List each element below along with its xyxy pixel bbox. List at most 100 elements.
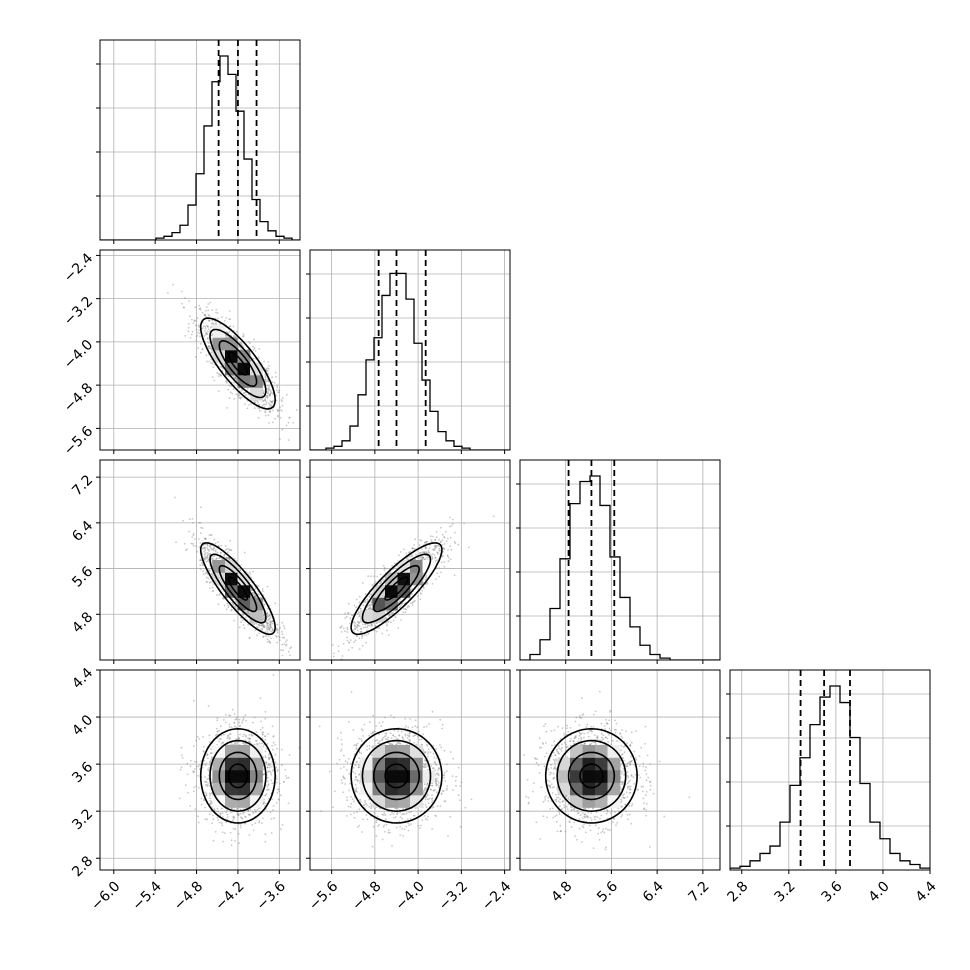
scatter-point: [268, 388, 270, 391]
scatter-point: [267, 368, 270, 370]
scatter-point: [189, 315, 191, 318]
scatter-point: [358, 637, 361, 640]
scatter-point: [347, 649, 350, 651]
scatter-point: [201, 348, 204, 350]
scatter-point: [355, 598, 358, 601]
scatter-point: [281, 636, 284, 639]
scatter-point: [278, 636, 281, 639]
scatter-point: [441, 533, 444, 536]
scatter-point: [348, 641, 351, 644]
scatter-point: [363, 600, 366, 603]
scatter-point: [420, 539, 423, 542]
scatter-point: [389, 614, 391, 617]
scatter-point: [431, 555, 433, 558]
scatter-point: [443, 543, 446, 545]
scatter-point: [220, 374, 222, 377]
scatter-point: [207, 345, 210, 348]
panel-frame-2-2: [519, 459, 721, 661]
scatter-point: [357, 612, 359, 615]
scatter-point: [257, 416, 260, 419]
scatter-point: [183, 306, 185, 309]
scatter-point: [275, 376, 277, 378]
scatter-point: [233, 382, 236, 384]
scatter-point: [215, 557, 218, 560]
scatter-point: [262, 625, 265, 628]
scatter-point: [208, 734, 211, 736]
scatter-point: [360, 627, 363, 630]
scatter-point: [221, 597, 224, 600]
scatter-point: [268, 627, 271, 630]
scatter-point: [208, 550, 211, 552]
scatter-point: [408, 605, 411, 608]
scatter-point: [369, 606, 372, 609]
scatter-point: [235, 716, 238, 719]
scatter-point: [261, 590, 264, 592]
density-cell: [385, 572, 398, 586]
scatter-point: [271, 622, 274, 625]
scatter-point: [229, 548, 232, 551]
scatter-point: [265, 375, 267, 377]
scatter-point: [204, 572, 207, 575]
scatter-point: [381, 632, 384, 635]
scatter-point: [269, 410, 272, 412]
scatter-point: [269, 403, 272, 406]
scatter-point: [268, 629, 271, 632]
scatter-point: [358, 622, 360, 625]
scatter-point: [271, 402, 273, 404]
scatter-point: [358, 625, 361, 627]
scatter-point: [415, 553, 417, 556]
scatter-point: [211, 589, 214, 592]
scatter-point: [247, 813, 250, 816]
scatter-point: [238, 626, 241, 629]
scatter-point: [364, 601, 367, 604]
scatter-point: [281, 621, 284, 624]
scatter-point: [249, 342, 251, 345]
scatter-point: [213, 547, 215, 550]
scatter-point: [346, 631, 349, 633]
scatter-point: [385, 624, 388, 627]
scatter-point: [449, 516, 451, 519]
scatter-point: [269, 624, 272, 627]
scatter-point: [245, 611, 247, 614]
scatter-point: [414, 599, 416, 602]
scatter-point: [443, 536, 446, 539]
scatter-point: [276, 408, 279, 411]
scatter-point: [228, 549, 231, 552]
scatter-point: [420, 592, 422, 594]
scatter-point: [432, 549, 435, 551]
scatter-point: [386, 620, 389, 623]
scatter-point: [206, 325, 209, 328]
scatter-point: [242, 335, 245, 337]
scatter-point: [272, 400, 274, 402]
scatter-point: [263, 403, 266, 406]
scatter-point: [246, 612, 249, 614]
scatter-point: [272, 393, 274, 396]
scatter-point: [264, 802, 266, 804]
scatter-point: [371, 624, 373, 627]
scatter-point: [358, 595, 361, 598]
scatter-point: [423, 587, 425, 589]
scatter-point: [360, 630, 363, 633]
scatter-point: [211, 362, 214, 365]
scatter-point: [269, 637, 272, 639]
scatter-point: [270, 832, 273, 834]
scatter-point: [265, 761, 268, 764]
scatter-point: [217, 810, 220, 813]
scatter-point: [358, 611, 360, 614]
scatter-point: [211, 309, 214, 311]
scatter-point: [208, 587, 211, 589]
scatter-point: [268, 393, 271, 396]
scatter-point: [207, 337, 209, 339]
scatter-point: [446, 554, 449, 557]
scatter-point: [210, 362, 213, 364]
histogram-2: [520, 475, 720, 660]
scatter-point: [367, 608, 370, 610]
scatter-point: [261, 625, 264, 627]
scatter-point: [349, 639, 352, 641]
scatter-point: [265, 612, 268, 615]
scatter-point: [266, 614, 269, 617]
scatter-point: [422, 556, 425, 559]
scatter-point: [450, 548, 453, 551]
scatter-point: [174, 496, 176, 499]
scatter-point: [433, 547, 436, 550]
